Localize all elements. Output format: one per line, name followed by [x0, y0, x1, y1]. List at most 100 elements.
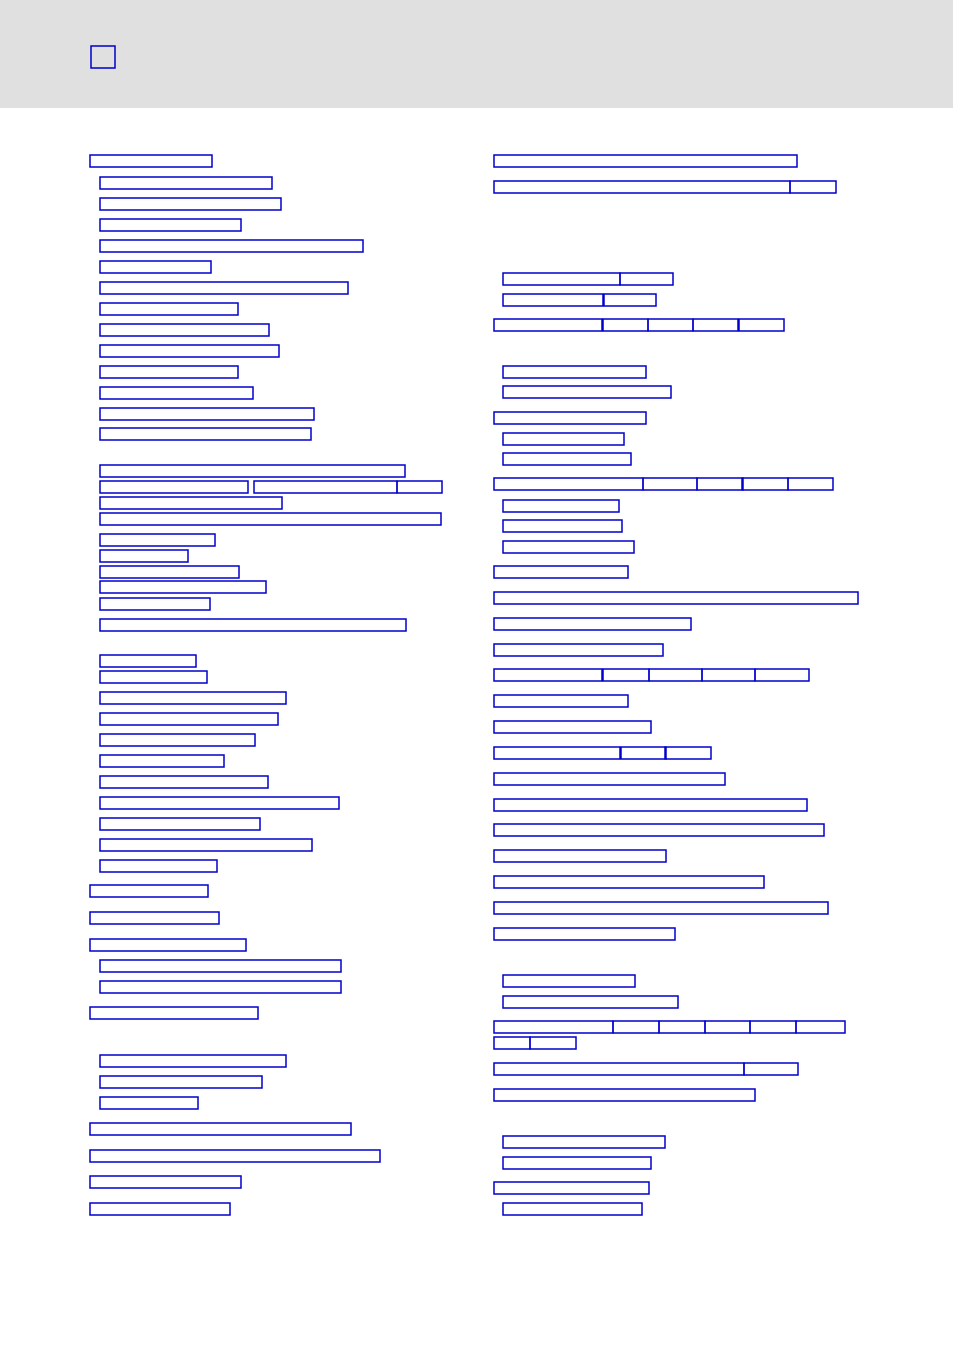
- link-box[interactable]: [99, 1075, 263, 1089]
- link-box[interactable]: [99, 344, 280, 358]
- link-box[interactable]: [502, 452, 632, 466]
- link-box[interactable]: [99, 618, 407, 632]
- link-box[interactable]: [99, 281, 349, 295]
- link-box[interactable]: [602, 318, 649, 332]
- link-box[interactable]: [502, 995, 679, 1009]
- link-box[interactable]: [99, 480, 249, 494]
- link-box[interactable]: [99, 496, 283, 510]
- link-box[interactable]: [89, 884, 209, 898]
- link-box[interactable]: [642, 477, 698, 491]
- link-box[interactable]: [502, 540, 635, 554]
- link-box[interactable]: [99, 980, 342, 994]
- link-box[interactable]: [493, 180, 791, 194]
- link-box[interactable]: [493, 746, 621, 760]
- link-box[interactable]: [754, 668, 810, 682]
- link-box[interactable]: [704, 1020, 751, 1034]
- link-box[interactable]: [493, 875, 765, 889]
- link-box[interactable]: [696, 477, 744, 491]
- link-box[interactable]: [602, 668, 650, 682]
- link-box[interactable]: [253, 480, 398, 494]
- link-box[interactable]: [502, 499, 620, 513]
- link-box[interactable]: [493, 849, 667, 863]
- link-box[interactable]: [89, 1202, 231, 1216]
- link-box[interactable]: [493, 1020, 614, 1034]
- link-box[interactable]: [99, 1096, 199, 1110]
- link-box[interactable]: [99, 260, 212, 274]
- link-box[interactable]: [99, 597, 211, 611]
- link-box[interactable]: [99, 239, 364, 253]
- link-box[interactable]: [99, 464, 406, 478]
- link-box[interactable]: [99, 712, 279, 726]
- link-box[interactable]: [493, 1062, 745, 1076]
- link-box[interactable]: [99, 654, 197, 668]
- link-box[interactable]: [99, 733, 256, 747]
- link-box[interactable]: [664, 746, 712, 760]
- link-box[interactable]: [99, 302, 239, 316]
- link-box[interactable]: [502, 519, 623, 533]
- link-box[interactable]: [741, 477, 789, 491]
- link-box[interactable]: [502, 1202, 643, 1216]
- link-box[interactable]: [99, 533, 216, 547]
- link-box[interactable]: [89, 1175, 242, 1189]
- link-box[interactable]: [502, 1135, 666, 1149]
- link-box[interactable]: [99, 817, 261, 831]
- link-box[interactable]: [89, 154, 213, 168]
- link-box[interactable]: [99, 386, 254, 400]
- link-box[interactable]: [701, 668, 756, 682]
- link-box[interactable]: [99, 859, 218, 873]
- link-box[interactable]: [99, 775, 269, 789]
- link-box[interactable]: [620, 746, 667, 760]
- link-box[interactable]: [89, 1006, 259, 1020]
- link-box[interactable]: [99, 691, 287, 705]
- link-box[interactable]: [787, 477, 834, 491]
- link-box[interactable]: [493, 643, 664, 657]
- link-box[interactable]: [99, 670, 208, 684]
- header-link-box[interactable]: [90, 45, 116, 69]
- link-box[interactable]: [502, 1156, 652, 1170]
- link-box[interactable]: [502, 974, 636, 988]
- link-box[interactable]: [99, 176, 273, 190]
- link-box[interactable]: [99, 512, 442, 526]
- link-box[interactable]: [493, 591, 859, 605]
- link-box[interactable]: [502, 272, 621, 286]
- link-box[interactable]: [99, 754, 225, 768]
- link-box[interactable]: [493, 772, 726, 786]
- link-box[interactable]: [738, 318, 785, 332]
- link-box[interactable]: [89, 938, 247, 952]
- link-box[interactable]: [89, 911, 220, 925]
- link-box[interactable]: [493, 1181, 650, 1195]
- link-box[interactable]: [99, 580, 267, 594]
- link-box[interactable]: [493, 823, 825, 837]
- link-box[interactable]: [692, 318, 739, 332]
- link-box[interactable]: [493, 901, 829, 915]
- link-box[interactable]: [619, 272, 674, 286]
- link-box[interactable]: [493, 720, 652, 734]
- link-box[interactable]: [493, 1088, 756, 1102]
- link-box[interactable]: [749, 1020, 797, 1034]
- link-box[interactable]: [493, 927, 676, 941]
- link-box[interactable]: [502, 432, 625, 446]
- link-box[interactable]: [493, 617, 692, 631]
- link-box[interactable]: [493, 477, 644, 491]
- link-box[interactable]: [99, 959, 342, 973]
- link-box[interactable]: [493, 154, 798, 168]
- link-box[interactable]: [647, 318, 694, 332]
- link-box[interactable]: [789, 180, 837, 194]
- link-box[interactable]: [795, 1020, 846, 1034]
- link-box[interactable]: [99, 796, 340, 810]
- link-box[interactable]: [89, 1122, 352, 1136]
- link-box[interactable]: [648, 668, 703, 682]
- link-box[interactable]: [502, 293, 604, 307]
- link-box[interactable]: [99, 1054, 287, 1068]
- link-box[interactable]: [493, 694, 629, 708]
- link-box[interactable]: [603, 293, 657, 307]
- link-box[interactable]: [99, 549, 189, 563]
- link-box[interactable]: [493, 318, 603, 332]
- link-box[interactable]: [493, 1036, 531, 1050]
- link-box[interactable]: [99, 565, 240, 579]
- link-box[interactable]: [743, 1062, 799, 1076]
- link-box[interactable]: [502, 365, 647, 379]
- link-box[interactable]: [99, 323, 270, 337]
- link-box[interactable]: [89, 1149, 381, 1163]
- link-box[interactable]: [99, 365, 239, 379]
